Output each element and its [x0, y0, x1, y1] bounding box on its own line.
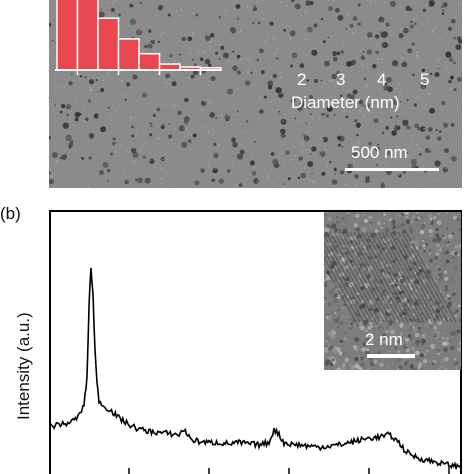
spectrum-line [49, 267, 462, 470]
hrtem-inset-image: 2 nm [324, 212, 461, 370]
hist-tick-5: 5 [420, 70, 430, 89]
nanoparticle-texture [49, 0, 462, 188]
hist-tick-2: 2 [297, 70, 307, 89]
hist-tick-4: 4 [377, 70, 387, 89]
histogram-bar [56, 0, 79, 71]
hist-tick-3: 3 [336, 70, 346, 89]
histogram-bar [97, 17, 120, 71]
inset-scale-bar [367, 354, 415, 358]
y-axis-label: Intensity (a.u.) [14, 312, 33, 420]
inset-scale-bar-label: 2 nm [365, 330, 403, 349]
histogram-x-label: Diameter (nm) [291, 93, 400, 112]
panel-label-b: (b) [0, 204, 21, 223]
histogram-bar [76, 0, 99, 71]
y-axis-label-container: Intensity (a.u.) [12, 280, 42, 420]
tem-micrograph-panel: 2 3 4 5 Diameter (nm) 500 nm [49, 0, 462, 188]
size-distribution-histogram [55, 0, 222, 75]
scale-bar-label: 500 nm [351, 143, 408, 162]
histogram-bar [138, 52, 161, 71]
lattice-texture [324, 212, 461, 370]
histogram-bar [117, 38, 140, 71]
scale-bar [345, 168, 439, 171]
spectrum-plot [49, 267, 462, 474]
